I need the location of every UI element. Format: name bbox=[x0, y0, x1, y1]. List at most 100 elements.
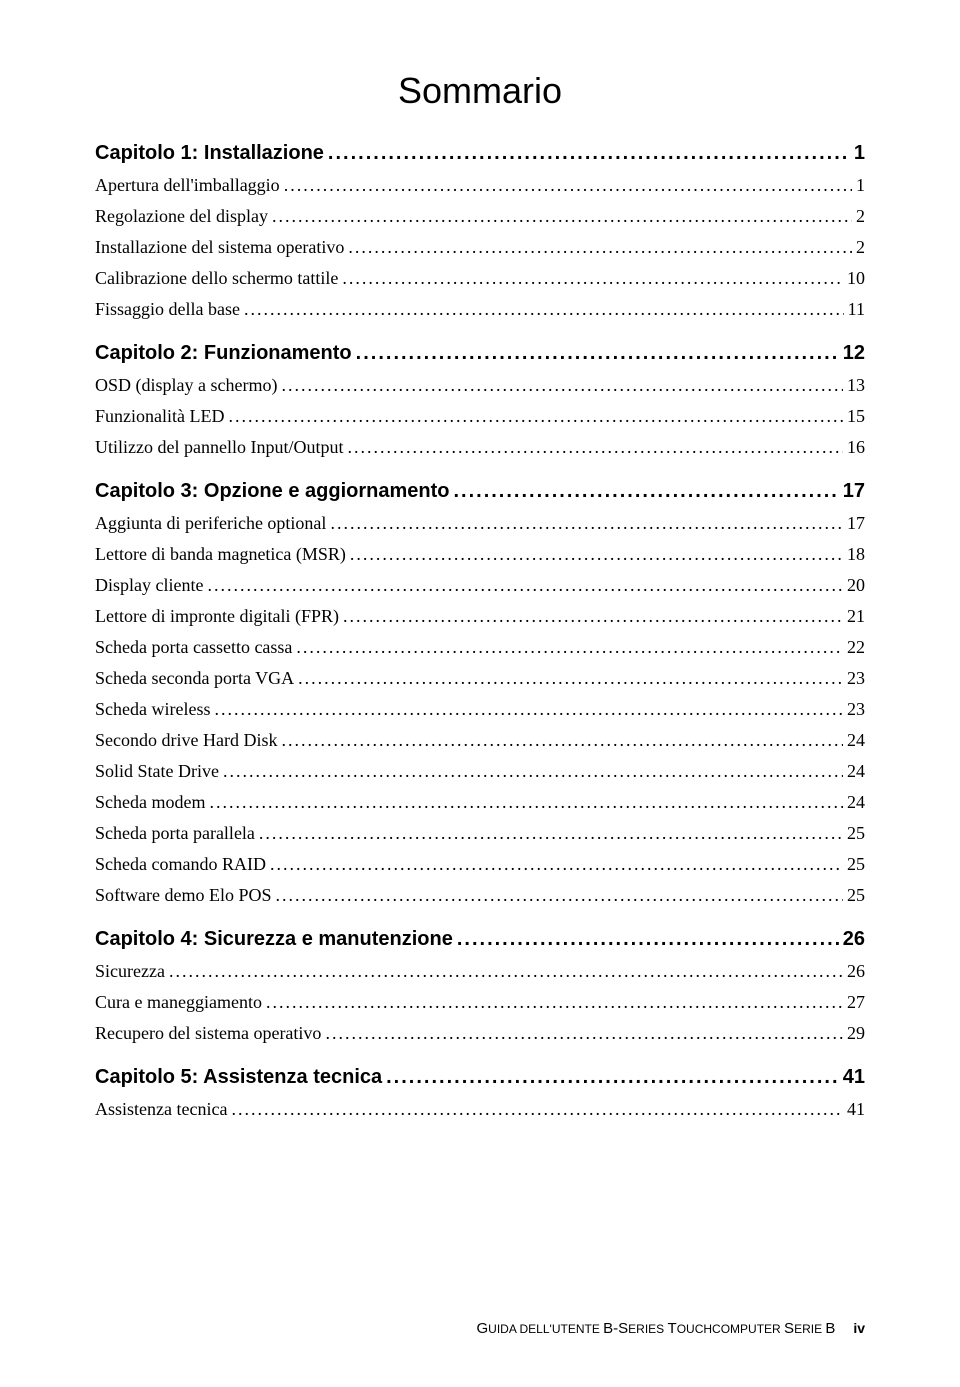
toc-leader: ........................................… bbox=[457, 928, 839, 951]
toc-chapter-label: Capitolo 5: Assistenza tecnica bbox=[95, 1066, 382, 1089]
toc-entry-label: Scheda porta cassetto cassa bbox=[95, 637, 292, 658]
toc-entry: Software demo Elo POS...................… bbox=[95, 885, 865, 906]
toc-entry-label: OSD (display a schermo) bbox=[95, 375, 277, 396]
toc-entry: Scheda seconda porta VGA................… bbox=[95, 668, 865, 689]
toc-leader: ........................................… bbox=[328, 142, 850, 165]
toc-entry-page: 2 bbox=[856, 237, 865, 258]
toc-leader: ........................................… bbox=[342, 268, 843, 289]
toc-entry-page: 1 bbox=[856, 175, 865, 196]
toc-entry-label: Recupero del sistema operativo bbox=[95, 1023, 321, 1044]
toc-entry: Display cliente.........................… bbox=[95, 575, 865, 596]
toc-entry: Lettore di impronte digitali (FPR)......… bbox=[95, 606, 865, 627]
toc-entry: Utilizzo del pannello Input/Output......… bbox=[95, 437, 865, 458]
toc-chapter-page: 41 bbox=[843, 1066, 865, 1089]
toc-leader: ........................................… bbox=[228, 406, 843, 427]
footer-text: GUIDA DELL'UTENTE B-SERIES TOUCHCOMPUTER… bbox=[477, 1320, 840, 1336]
toc-entry: Apertura dell'imballaggio...............… bbox=[95, 175, 865, 196]
toc-entry: Solid State Drive.......................… bbox=[95, 761, 865, 782]
toc-entry-label: Solid State Drive bbox=[95, 761, 219, 782]
toc-entry-label: Assistenza tecnica bbox=[95, 1099, 227, 1120]
toc-entry: Scheda porta parallela..................… bbox=[95, 823, 865, 844]
toc-chapter: Capitolo 5: Assistenza tecnica..........… bbox=[95, 1066, 865, 1089]
toc-entry-page: 29 bbox=[847, 1023, 865, 1044]
toc-leader: ........................................… bbox=[209, 792, 843, 813]
table-of-contents: Capitolo 1: Installazione...............… bbox=[95, 142, 865, 1120]
toc-entry-label: Sicurezza bbox=[95, 961, 165, 982]
toc-entry: Funzionalità LED........................… bbox=[95, 406, 865, 427]
toc-chapter: Capitolo 2: Funzionamento...............… bbox=[95, 342, 865, 365]
toc-leader: ........................................… bbox=[343, 606, 843, 627]
toc-leader: ........................................… bbox=[259, 823, 843, 844]
toc-entry: Scheda wireless.........................… bbox=[95, 699, 865, 720]
footer-page-number: iv bbox=[853, 1320, 865, 1336]
toc-entry-label: Lettore di impronte digitali (FPR) bbox=[95, 606, 339, 627]
toc-leader: ........................................… bbox=[207, 575, 843, 596]
toc-leader: ........................................… bbox=[386, 1066, 839, 1089]
toc-entry: Calibrazione dello schermo tattile......… bbox=[95, 268, 865, 289]
toc-entry: Scheda comando RAID.....................… bbox=[95, 854, 865, 875]
toc-leader: ........................................… bbox=[330, 513, 843, 534]
toc-entry-page: 10 bbox=[847, 268, 865, 289]
toc-entry-page: 23 bbox=[847, 699, 865, 720]
toc-entry-page: 2 bbox=[856, 206, 865, 227]
toc-entry: Secondo drive Hard Disk.................… bbox=[95, 730, 865, 751]
toc-chapter-label: Capitolo 4: Sicurezza e manutenzione bbox=[95, 928, 453, 951]
toc-leader: ........................................… bbox=[453, 480, 838, 503]
toc-entry-label: Regolazione del display bbox=[95, 206, 268, 227]
toc-leader: ........................................… bbox=[281, 730, 843, 751]
toc-entry-page: 17 bbox=[847, 513, 865, 534]
toc-entry-page: 20 bbox=[847, 575, 865, 596]
toc-chapter: Capitolo 1: Installazione...............… bbox=[95, 142, 865, 165]
toc-leader: ........................................… bbox=[275, 885, 843, 906]
toc-entry: Scheda modem............................… bbox=[95, 792, 865, 813]
toc-entry-page: 26 bbox=[847, 961, 865, 982]
toc-entry: Fissaggio della base....................… bbox=[95, 299, 865, 320]
toc-entry: Scheda porta cassetto cassa.............… bbox=[95, 637, 865, 658]
toc-entry: Sicurezza...............................… bbox=[95, 961, 865, 982]
toc-entry-page: 16 bbox=[847, 437, 865, 458]
toc-chapter-label: Capitolo 2: Funzionamento bbox=[95, 342, 352, 365]
toc-leader: ........................................… bbox=[223, 761, 843, 782]
toc-leader: ........................................… bbox=[214, 699, 843, 720]
toc-entry-label: Aggiunta di periferiche optional bbox=[95, 513, 326, 534]
toc-chapter-page: 26 bbox=[843, 928, 865, 951]
document-title: Sommario bbox=[95, 70, 865, 112]
toc-chapter-page: 17 bbox=[843, 480, 865, 503]
toc-entry-page: 41 bbox=[847, 1099, 865, 1120]
toc-entry-page: 13 bbox=[847, 375, 865, 396]
toc-entry: Regolazione del display.................… bbox=[95, 206, 865, 227]
toc-entry-page: 23 bbox=[847, 668, 865, 689]
toc-leader: ........................................… bbox=[298, 668, 843, 689]
toc-entry-page: 25 bbox=[847, 885, 865, 906]
toc-leader: ........................................… bbox=[356, 342, 839, 365]
toc-leader: ........................................… bbox=[284, 175, 852, 196]
toc-entry-label: Calibrazione dello schermo tattile bbox=[95, 268, 338, 289]
toc-leader: ........................................… bbox=[244, 299, 844, 320]
toc-entry-page: 24 bbox=[847, 730, 865, 751]
toc-entry-page: 11 bbox=[848, 299, 865, 320]
toc-entry-label: Funzionalità LED bbox=[95, 406, 224, 427]
toc-entry-page: 24 bbox=[847, 792, 865, 813]
toc-entry-page: 15 bbox=[847, 406, 865, 427]
toc-entry-label: Utilizzo del pannello Input/Output bbox=[95, 437, 343, 458]
toc-leader: ........................................… bbox=[281, 375, 843, 396]
toc-leader: ........................................… bbox=[325, 1023, 843, 1044]
toc-entry: Aggiunta di periferiche optional........… bbox=[95, 513, 865, 534]
toc-leader: ........................................… bbox=[169, 961, 843, 982]
toc-entry: Installazione del sistema operativo.....… bbox=[95, 237, 865, 258]
toc-entry-page: 25 bbox=[847, 823, 865, 844]
toc-entry-label: Fissaggio della base bbox=[95, 299, 240, 320]
toc-leader: ........................................… bbox=[347, 437, 843, 458]
toc-leader: ........................................… bbox=[266, 992, 843, 1013]
toc-entry-label: Scheda seconda porta VGA bbox=[95, 668, 294, 689]
toc-entry-page: 24 bbox=[847, 761, 865, 782]
toc-chapter-page: 1 bbox=[854, 142, 865, 165]
toc-chapter-label: Capitolo 1: Installazione bbox=[95, 142, 324, 165]
toc-entry-page: 25 bbox=[847, 854, 865, 875]
toc-chapter: Capitolo 3: Opzione e aggiornamento.....… bbox=[95, 480, 865, 503]
toc-entry: OSD (display a schermo).................… bbox=[95, 375, 865, 396]
footer: GUIDA DELL'UTENTE B-SERIES TOUCHCOMPUTER… bbox=[477, 1320, 866, 1337]
toc-entry-label: Cura e maneggiamento bbox=[95, 992, 262, 1013]
toc-entry-page: 21 bbox=[847, 606, 865, 627]
toc-chapter: Capitolo 4: Sicurezza e manutenzione....… bbox=[95, 928, 865, 951]
